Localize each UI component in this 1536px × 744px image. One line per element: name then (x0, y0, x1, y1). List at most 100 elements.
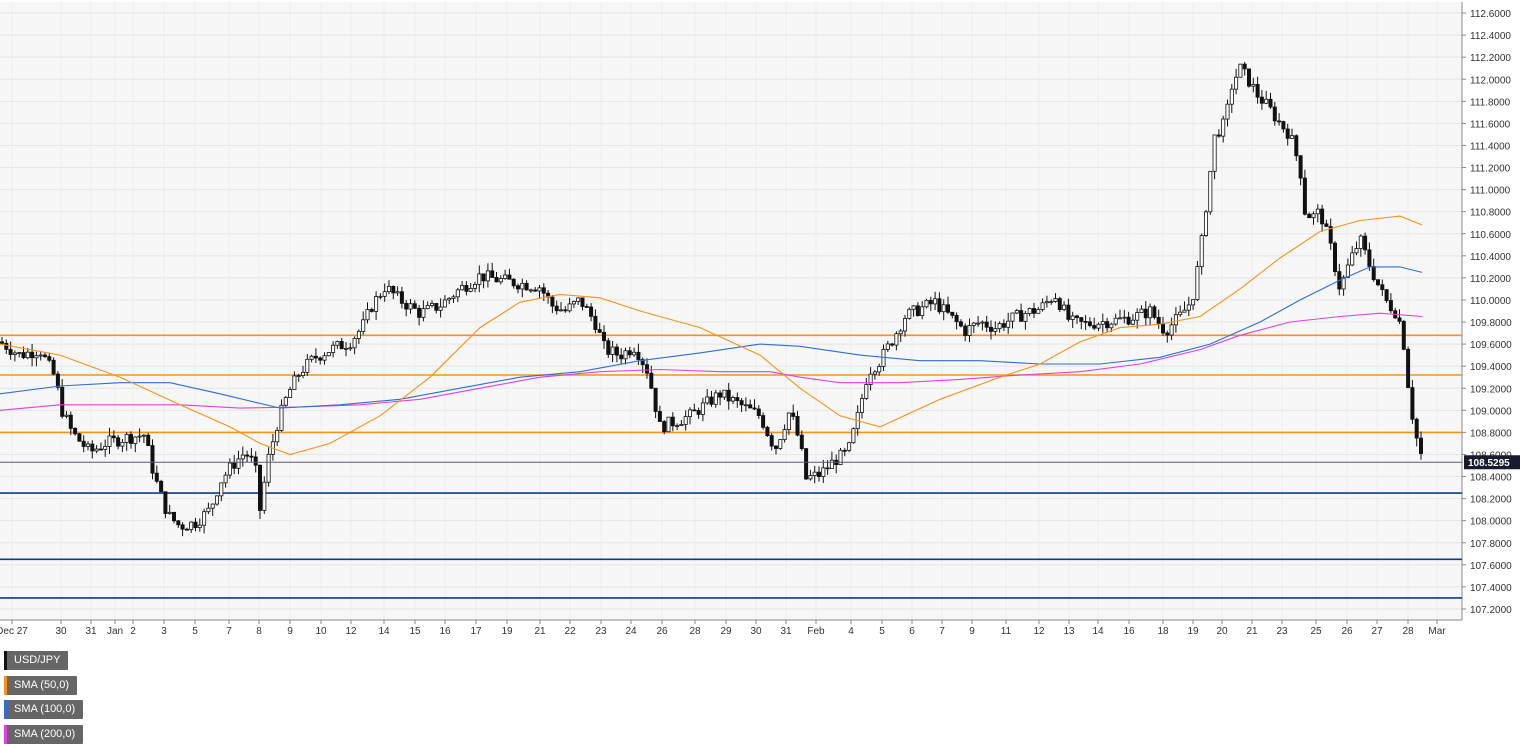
candle-body (1363, 235, 1368, 251)
legend-item-sma50[interactable]: SMA (50,0) (4, 676, 78, 695)
candle (1414, 417, 1419, 447)
candle (25, 347, 30, 360)
candle-body (593, 315, 598, 330)
candle-body (133, 436, 138, 444)
candle-body (12, 352, 17, 355)
candle (279, 399, 284, 432)
candle-body (1096, 323, 1101, 329)
candle (920, 301, 925, 320)
candle (481, 273, 486, 289)
candle (1406, 346, 1411, 389)
candle (528, 288, 533, 293)
candle-body (722, 389, 727, 398)
candle (1006, 312, 1011, 334)
candle (606, 338, 611, 358)
candle (683, 410, 688, 431)
candle (438, 298, 443, 318)
y-tick-label: 108.4000 (1470, 473, 1512, 484)
candle (946, 296, 951, 314)
candle (86, 441, 91, 451)
candle (1234, 68, 1239, 95)
candle (1062, 301, 1067, 312)
candle (1178, 305, 1183, 317)
candle-body (1354, 248, 1359, 254)
candle (1384, 289, 1389, 303)
candle (1096, 322, 1101, 332)
candle (382, 283, 387, 302)
candle-body (490, 270, 495, 278)
candle-body (253, 456, 258, 466)
x-tick-label: 12 (345, 626, 357, 637)
candle-body (709, 396, 714, 405)
candle-body (928, 299, 933, 305)
candle-body (623, 350, 628, 360)
candle (614, 343, 619, 363)
candle (580, 297, 585, 311)
candle (1345, 258, 1350, 279)
candle-body (1277, 120, 1282, 123)
legend-item-sma200[interactable]: SMA (200,0) (4, 725, 84, 744)
candle-body (1247, 68, 1252, 87)
candle (696, 407, 701, 419)
candle (335, 340, 340, 349)
candle-body (4, 342, 9, 350)
candle-body (735, 397, 740, 402)
legend-label-sma100: SMA (100,0) (14, 703, 76, 715)
candle (365, 302, 370, 324)
candle-body (967, 325, 972, 336)
candle-body (537, 287, 542, 292)
candle (890, 342, 895, 347)
candle (632, 347, 637, 357)
candle-body (305, 358, 310, 373)
candle-body (795, 416, 800, 436)
candle (262, 476, 267, 514)
candle-body (817, 471, 822, 477)
candle-body (279, 404, 284, 431)
candle (967, 318, 972, 343)
candle-body (111, 435, 116, 439)
candle (829, 451, 834, 469)
candle (386, 280, 391, 295)
candle (1311, 211, 1316, 225)
legend-item-usdjpy[interactable]: USD/JPY (4, 651, 69, 670)
candle-body (494, 277, 499, 283)
candle (731, 395, 736, 405)
candle-body (1333, 242, 1338, 272)
x-tick-label: 23 (1276, 626, 1288, 637)
candle-body (395, 291, 400, 294)
candle-body (559, 309, 564, 312)
candle-body (1148, 306, 1153, 319)
candle (339, 338, 344, 350)
candle (559, 302, 564, 312)
candle (64, 411, 69, 419)
candle-body (331, 344, 336, 353)
candle (425, 301, 430, 310)
candle (288, 386, 293, 398)
candle (128, 431, 133, 449)
candle-body (692, 409, 697, 412)
candle-body (851, 428, 856, 444)
candle (1363, 232, 1368, 255)
y-tick-label: 111.0000 (1470, 186, 1511, 197)
legend-item-sma100[interactable]: SMA (100,0) (4, 700, 84, 719)
candle (1079, 317, 1084, 330)
candle (722, 389, 727, 400)
candle-body (1122, 316, 1127, 319)
candle-body (137, 435, 142, 438)
candle (137, 428, 142, 443)
candle-body (150, 445, 155, 474)
candle-body (524, 282, 529, 291)
x-tick-label: 23 (595, 626, 607, 637)
candle (176, 520, 181, 528)
candle-body (993, 328, 998, 332)
candle-body (1376, 279, 1381, 286)
candle (705, 389, 710, 405)
candle-body (468, 288, 473, 292)
candle (12, 350, 17, 362)
x-tick-label: Jan (107, 626, 123, 637)
candle (1010, 312, 1015, 329)
candle (326, 352, 331, 357)
candle (984, 315, 989, 332)
y-tick-label: 112.0000 (1470, 75, 1511, 86)
candle (1290, 128, 1295, 139)
